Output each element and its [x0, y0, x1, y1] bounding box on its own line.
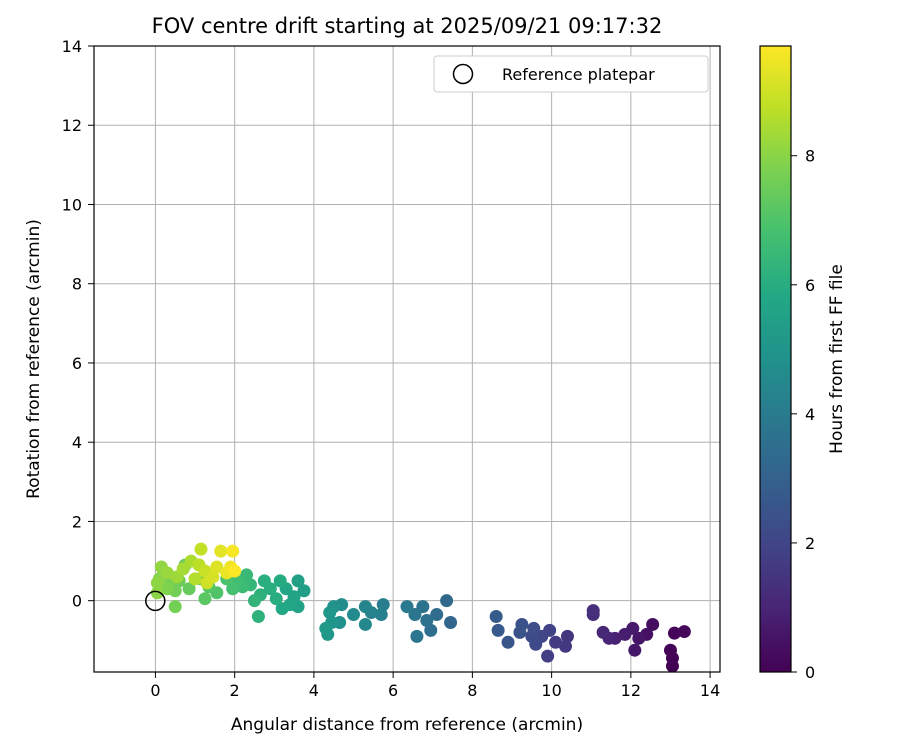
x-tick-label: 12 [621, 681, 641, 700]
colorbar-label: Hours from first FF file [827, 264, 847, 454]
colorbar-tick-label: 0 [805, 663, 815, 682]
colorbar: 0 2 4 6 8 Hours from first FF file [759, 45, 847, 682]
x-tick-label: 0 [150, 681, 160, 700]
data-point [400, 600, 414, 614]
data-point [176, 562, 190, 576]
data-point [618, 627, 632, 641]
y-tick-label: 0 [72, 592, 82, 611]
data-point [549, 635, 563, 649]
data-point [527, 621, 541, 635]
colorbar-tick-label: 6 [805, 276, 815, 295]
data-point [491, 623, 505, 637]
data-point [214, 544, 228, 558]
data-point [168, 600, 182, 614]
plot-frame [93, 45, 721, 673]
data-point [257, 574, 271, 588]
y-tick-label: 12 [62, 116, 82, 135]
data-point [586, 604, 600, 618]
reference-marker [145, 590, 166, 612]
data-point [628, 643, 642, 657]
colorbar-tick-label: 8 [805, 147, 815, 166]
data-point [323, 606, 337, 620]
colorbar-gradient [759, 45, 792, 673]
data-point [160, 582, 174, 596]
data-point [376, 598, 390, 612]
data-point [150, 586, 164, 600]
data-point [632, 631, 646, 645]
data-point [182, 582, 196, 596]
y-tick-label: 8 [72, 275, 82, 294]
colorbar-tick-label: 4 [805, 405, 815, 424]
data-point [347, 608, 361, 622]
y-tick-label: 14 [62, 37, 82, 56]
data-point [273, 574, 287, 588]
data-point [228, 564, 242, 578]
data-point [206, 570, 220, 584]
x-tick-label: 14 [700, 681, 720, 700]
data-point [430, 608, 444, 622]
x-tick-label: 6 [388, 681, 398, 700]
legend: Reference platepar [433, 55, 709, 93]
x-axis-ticks: 0 2 4 6 8 10 12 14 [150, 672, 720, 700]
y-tick-label: 6 [72, 354, 82, 373]
data-point [489, 610, 503, 624]
data-point [424, 623, 438, 637]
data-point [226, 544, 240, 558]
x-tick-label: 8 [467, 681, 477, 700]
data-point [247, 594, 261, 608]
data-point [374, 608, 388, 622]
data-point [226, 582, 240, 596]
y-axis-ticks: 0 2 4 6 8 10 12 14 [62, 37, 94, 611]
x-tick-label: 2 [230, 681, 240, 700]
y-tick-label: 10 [62, 195, 82, 214]
data-point [420, 613, 434, 627]
x-tick-label: 4 [309, 681, 319, 700]
data-point [501, 635, 515, 649]
x-tick-label: 10 [541, 681, 561, 700]
data-point [150, 576, 164, 590]
data-point [440, 594, 454, 608]
data-point [560, 629, 574, 643]
data-point [410, 629, 424, 643]
legend-marker [452, 63, 474, 85]
legend-box [433, 55, 709, 93]
data-point [198, 592, 212, 606]
colorbar-ticks: 0 2 4 6 8 [791, 147, 815, 682]
data-point [194, 542, 208, 556]
y-axis-label: Rotation from reference (arcmin) [24, 219, 44, 499]
data-point [251, 610, 265, 624]
data-point [408, 608, 422, 622]
data-point [358, 617, 372, 631]
data-point [444, 615, 458, 629]
data-point [358, 600, 372, 614]
x-axis-label: Angular distance from reference (arcmin) [231, 715, 583, 735]
y-tick-label: 4 [72, 433, 82, 452]
data-point [291, 574, 305, 588]
data-point [275, 602, 289, 616]
data-point [297, 584, 311, 598]
data-point [677, 625, 691, 639]
data-point [240, 568, 254, 582]
data-point [513, 625, 527, 639]
data-point [416, 600, 430, 614]
chart-title: FOV centre drift starting at 2025/09/21 … [152, 14, 663, 38]
data-point [210, 560, 224, 574]
data-points [150, 542, 691, 672]
data-point [646, 617, 660, 631]
data-point [160, 566, 174, 580]
data-point [541, 649, 555, 663]
data-point [663, 643, 677, 657]
data-point [319, 621, 333, 635]
legend-label: Reference platepar [502, 65, 655, 84]
data-point [596, 625, 610, 639]
data-point [269, 592, 283, 606]
data-point [667, 626, 681, 640]
data-point [558, 639, 572, 653]
grid-lines [94, 45, 720, 672]
colorbar-tick-label: 2 [805, 534, 815, 553]
data-point [188, 572, 202, 586]
y-tick-label: 2 [72, 512, 82, 531]
